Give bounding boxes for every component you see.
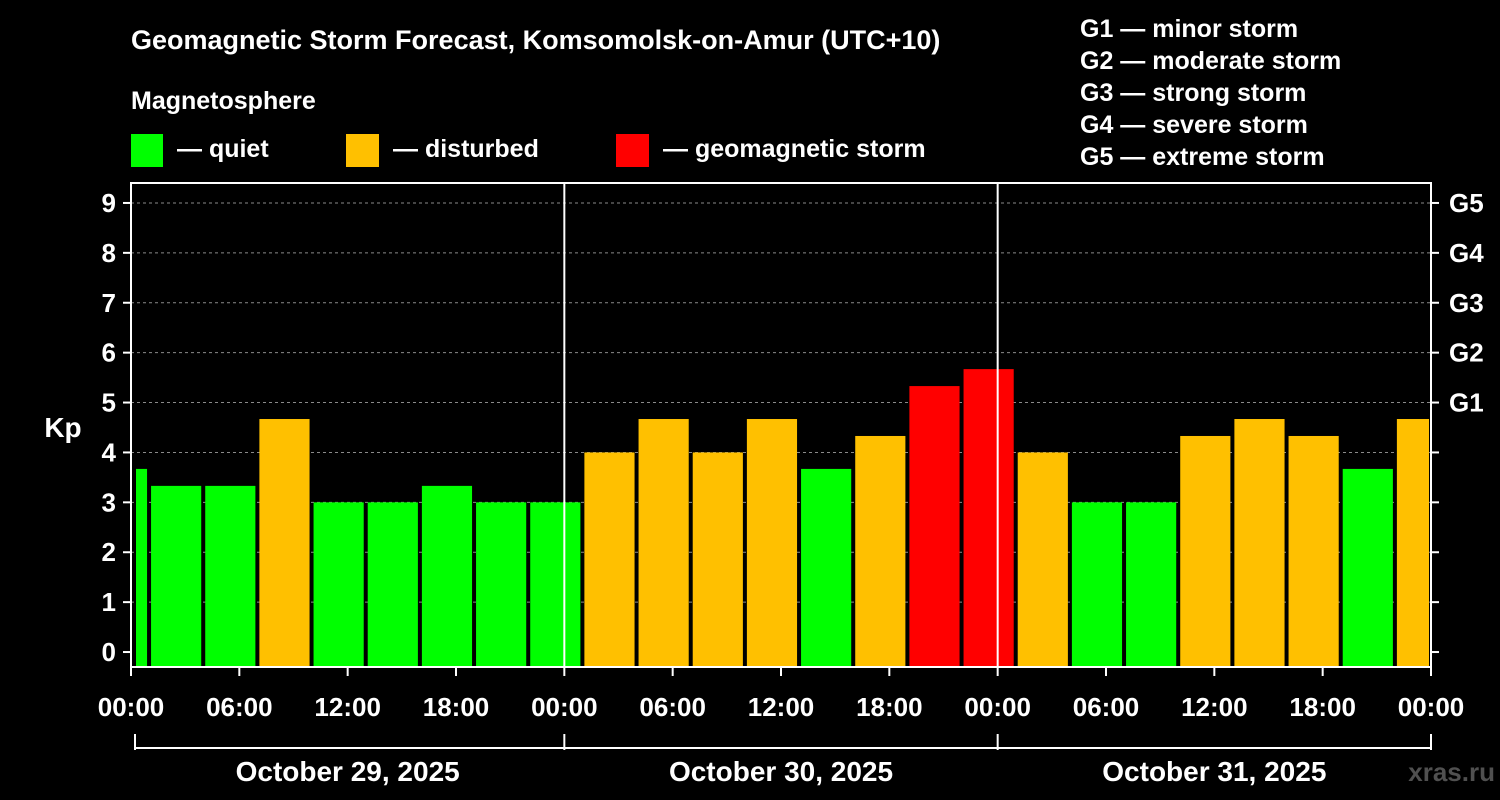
kp-bar (1017, 452, 1068, 667)
x-tick-label: 06:00 (206, 692, 273, 722)
y-axis-label: Kp (44, 412, 81, 443)
x-tick-label: 00:00 (98, 692, 165, 722)
x-tick-label: 12:00 (748, 692, 815, 722)
y-tick-label: 2 (102, 537, 116, 567)
kp-bar (584, 452, 635, 667)
x-tick-label: 00:00 (964, 692, 1031, 722)
legend-label-storm: — geomagnetic storm (663, 135, 926, 163)
y-axis-ticks: 0 1 2 3 4 5 6 7 8 9 (102, 188, 131, 667)
y-tick-label: 6 (102, 338, 116, 368)
y-tick-label: 5 (102, 388, 116, 418)
y-tick-label: 4 (102, 437, 117, 467)
kp-bar (1126, 502, 1177, 667)
storm-scale-g2: G2 — moderate storm (1080, 47, 1341, 75)
kp-bar (1234, 419, 1285, 667)
y-tick-label: 0 (102, 637, 116, 667)
y-tick-label: 1 (102, 587, 116, 617)
x-tick-label: 18:00 (423, 692, 490, 722)
x-tick-label: 12:00 (1181, 692, 1248, 722)
day-label: October 29, 2025 (236, 756, 460, 787)
kp-bar (746, 419, 798, 667)
x-axis-ticks: 00:00 06:00 12:00 18:00 00:00 06:00 12:00 18:00… (98, 667, 1465, 722)
y-tick-label: 3 (102, 487, 116, 517)
kp-bar (909, 386, 960, 667)
kp-bar (367, 502, 418, 667)
storm-scale-g5: G5 — extreme storm (1080, 143, 1325, 171)
x-tick-label: 00:00 (531, 692, 598, 722)
x-tick-label: 18:00 (856, 692, 923, 722)
kp-bar (259, 419, 310, 667)
kp-bar (313, 502, 364, 667)
x-tick-label: 00:00 (1398, 692, 1465, 722)
legend-swatch-quiet (131, 134, 163, 167)
x-tick-label: 06:00 (639, 692, 706, 722)
kp-bar (151, 485, 202, 667)
storm-level-label: G2 (1449, 338, 1484, 368)
storm-level-label: G3 (1449, 288, 1484, 318)
y-tick-label: 8 (102, 238, 116, 268)
storm-level-label: G5 (1449, 188, 1484, 218)
kp-bar (1288, 435, 1339, 667)
kp-bar (855, 435, 906, 667)
kp-bar (1071, 502, 1123, 667)
kp-bar (638, 419, 689, 667)
storm-level-ticks: G1 G2 G3 G4 G5 (1431, 188, 1484, 654)
kp-bar (801, 468, 852, 667)
kp-bar (1342, 468, 1393, 667)
y-tick-label: 9 (102, 188, 116, 218)
kp-bar (205, 485, 256, 667)
legend-swatch-storm (616, 134, 649, 167)
kp-bar (421, 485, 473, 667)
day-axis: October 29, 2025 October 30, 2025 October … (134, 734, 1432, 787)
watermark: xras.ru (1408, 757, 1495, 787)
kp-bar (963, 369, 1014, 667)
kp-bar (476, 502, 527, 667)
storm-level-label: G1 (1449, 388, 1484, 418)
kp-bar (692, 452, 743, 667)
kp-bar (136, 468, 148, 667)
storm-level-label: G4 (1449, 238, 1484, 268)
kp-bar (1396, 419, 1429, 667)
x-tick-label: 18:00 (1289, 692, 1356, 722)
storm-scale-g4: G4 — severe storm (1080, 111, 1308, 139)
storm-scale-g1: G1 — minor storm (1080, 15, 1298, 43)
legend-heading: Magnetosphere (131, 87, 316, 115)
legend-swatch-disturbed (346, 134, 379, 167)
kp-bar (530, 502, 581, 667)
x-tick-label: 06:00 (1073, 692, 1140, 722)
legend-label-disturbed: — disturbed (393, 135, 539, 163)
storm-scale-g3: G3 — strong storm (1080, 79, 1306, 107)
kp-bar (1180, 435, 1231, 667)
x-tick-label: 12:00 (314, 692, 381, 722)
day-label: October 31, 2025 (1102, 756, 1326, 787)
day-label: October 30, 2025 (669, 756, 893, 787)
bars (136, 369, 1429, 667)
legend-label-quiet: — quiet (177, 135, 269, 163)
y-tick-label: 7 (102, 288, 116, 318)
chart-title: Geomagnetic Storm Forecast, Komsomolsk-o… (131, 25, 940, 55)
